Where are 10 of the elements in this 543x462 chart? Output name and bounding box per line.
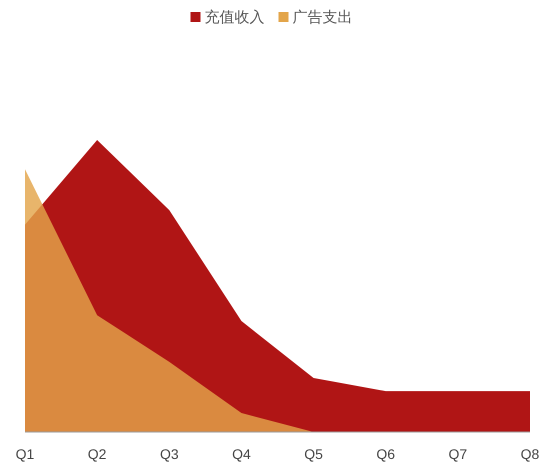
x-tick-label: Q8: [520, 446, 540, 462]
x-tick-label: Q4: [232, 446, 251, 462]
x-tick-label: Q5: [304, 446, 324, 462]
x-tick-label: Q6: [376, 446, 396, 462]
legend-label: 广告支出: [292, 9, 352, 26]
x-tick-label: Q7: [448, 446, 468, 462]
x-tick-label: Q2: [88, 446, 107, 462]
x-tick-label: Q3: [160, 446, 179, 462]
x-tick-label: Q1: [16, 446, 35, 462]
legend-label: 充值收入: [204, 9, 264, 26]
